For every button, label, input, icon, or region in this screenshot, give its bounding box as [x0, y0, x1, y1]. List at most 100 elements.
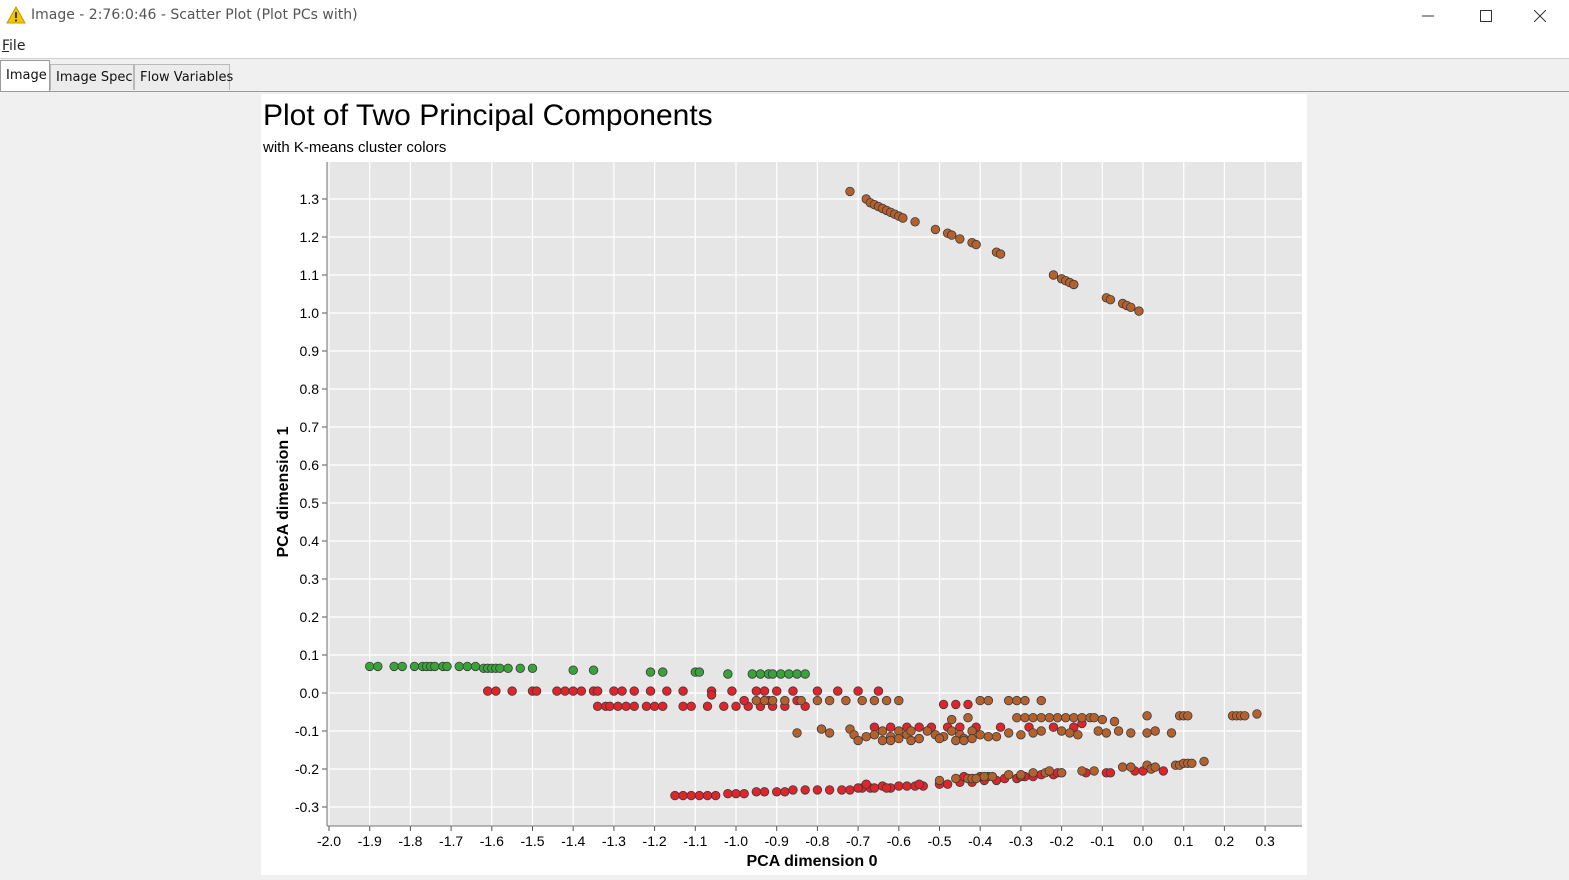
x-tick-label: -1.0	[724, 833, 748, 849]
x-tick-label: -1.4	[561, 833, 585, 849]
data-point-brown	[824, 728, 835, 738]
x-tick-label: -1.6	[480, 833, 504, 849]
data-point-red	[914, 779, 924, 789]
x-axis-label: PCA dimension 0	[747, 853, 878, 870]
data-point-brown	[877, 726, 888, 736]
data-point-red	[824, 785, 835, 795]
data-point-brown	[1150, 762, 1160, 772]
data-point-brown	[1077, 766, 1087, 776]
data-point-brown	[959, 735, 969, 746]
data-point-red	[621, 701, 631, 712]
data-point-brown	[1012, 713, 1022, 723]
data-point-red	[491, 686, 501, 696]
x-tick-label: -0.4	[968, 833, 992, 849]
data-point-brown	[1069, 279, 1079, 290]
minimize-button[interactable]	[1399, 0, 1457, 32]
data-point-red	[751, 787, 762, 797]
x-tick-label: -1.7	[439, 833, 463, 849]
data-point-red	[845, 785, 855, 795]
minimize-icon	[1422, 15, 1434, 17]
chart-subtitle: with K-means cluster colors	[262, 139, 446, 156]
data-point-green	[442, 661, 452, 672]
data-point-red	[678, 686, 688, 696]
data-point-green	[409, 661, 420, 672]
menu-file[interactable]: File	[2, 38, 25, 54]
data-point-brown	[975, 695, 985, 706]
data-point-brown	[951, 773, 961, 784]
data-point-brown	[1142, 711, 1152, 721]
data-point-red	[710, 790, 721, 801]
data-point-brown	[1150, 726, 1160, 736]
data-point-red	[772, 686, 782, 696]
data-point-brown	[869, 695, 880, 706]
data-point-brown	[971, 773, 981, 784]
data-point-red	[702, 790, 713, 801]
tab-image[interactable]: Image	[0, 60, 50, 91]
y-tick-label: 0.5	[300, 495, 320, 511]
data-point-green	[462, 661, 473, 672]
data-point-red	[629, 701, 639, 712]
data-point-brown	[1012, 695, 1022, 706]
data-point-red	[739, 789, 749, 799]
data-point-brown	[1101, 728, 1112, 738]
data-point-brown	[967, 733, 977, 744]
x-tick-label: -0.3	[1009, 833, 1033, 849]
tab-image-spec[interactable]: Image Spec	[50, 64, 134, 90]
data-point-red	[942, 779, 953, 789]
data-point-red	[759, 686, 770, 696]
data-point-brown	[991, 732, 1002, 742]
data-point-brown	[894, 695, 904, 706]
data-point-red	[1158, 766, 1169, 776]
data-point-red	[812, 686, 823, 696]
data-point-brown	[824, 695, 835, 706]
close-button[interactable]	[1511, 0, 1569, 32]
close-icon	[1534, 10, 1546, 22]
data-point-green	[767, 669, 778, 679]
x-tick-label: -0.5	[927, 833, 951, 849]
maximize-button[interactable]	[1457, 0, 1515, 32]
data-point-red	[686, 701, 696, 712]
data-point-red	[592, 701, 603, 712]
y-axis-label: PCA dimension 1	[275, 426, 292, 557]
x-tick-label: -1.8	[398, 833, 422, 849]
data-point-red	[731, 701, 741, 712]
data-point-red	[751, 686, 762, 696]
data-point-green	[503, 663, 513, 674]
data-point-red	[686, 790, 696, 801]
data-point-brown	[1020, 695, 1030, 706]
data-point-brown	[861, 732, 871, 742]
data-point-red	[853, 686, 863, 696]
y-tick-label: 0.9	[300, 343, 320, 359]
data-point-brown	[1060, 713, 1071, 723]
data-point-brown	[1126, 762, 1136, 772]
data-point-brown	[1065, 728, 1075, 738]
data-point-red	[788, 785, 798, 795]
data-point-brown	[1077, 713, 1087, 723]
data-point-red	[678, 790, 688, 801]
data-point-brown	[1069, 713, 1079, 723]
data-point-red	[670, 790, 680, 801]
tab-flow-variables[interactable]: Flow Variables	[134, 64, 233, 90]
data-point-green	[588, 665, 599, 675]
y-tick-label: -0.3	[295, 799, 319, 815]
data-point-red	[788, 686, 798, 696]
x-tick-label: -1.9	[358, 833, 382, 849]
data-point-brown	[1113, 726, 1124, 736]
y-tick-label: 0.6	[300, 457, 320, 473]
data-point-green	[389, 661, 399, 672]
x-tick-label: -0.2	[1050, 833, 1074, 849]
data-point-green	[568, 665, 578, 675]
data-point-brown	[906, 735, 916, 746]
data-point-brown	[1048, 270, 1059, 280]
data-point-red	[873, 686, 884, 696]
data-point-red	[658, 701, 668, 712]
y-tick-label: -0.1	[295, 723, 319, 739]
x-tick-label: -0.9	[765, 833, 789, 849]
data-point-red	[759, 787, 770, 797]
scatter-chart: Plot of Two Principal Components with K-…	[262, 99, 1302, 870]
data-point-red	[483, 686, 493, 696]
data-point-brown	[894, 733, 904, 744]
chart-panel: Plot of Two Principal Components with K-…	[261, 94, 1307, 875]
data-point-red	[837, 785, 847, 795]
data-point-brown	[1036, 695, 1046, 706]
